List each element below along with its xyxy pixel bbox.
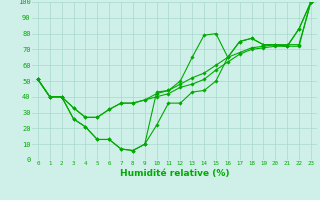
X-axis label: Humidité relative (%): Humidité relative (%) <box>120 169 229 178</box>
